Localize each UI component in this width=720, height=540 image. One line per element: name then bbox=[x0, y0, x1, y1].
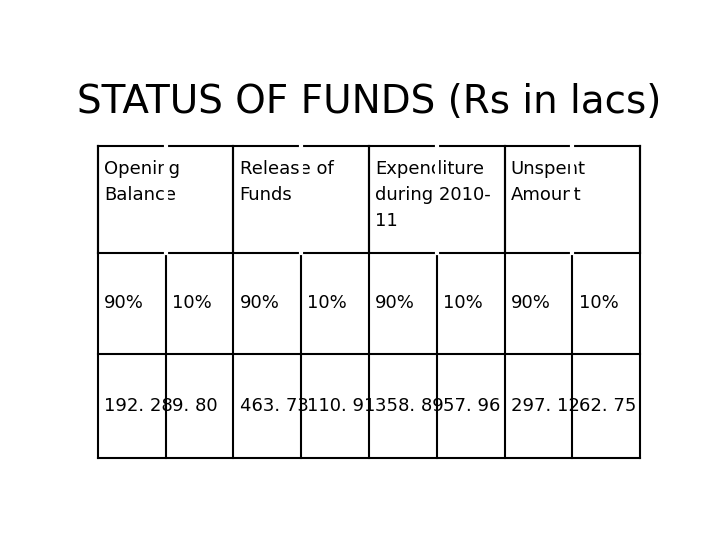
Text: Release of
Funds: Release of Funds bbox=[240, 159, 333, 204]
Text: 463. 73: 463. 73 bbox=[240, 396, 308, 415]
Text: 62. 75: 62. 75 bbox=[579, 396, 636, 415]
Text: 90%: 90% bbox=[510, 294, 551, 313]
Text: 10%: 10% bbox=[307, 294, 347, 313]
Text: STATUS OF FUNDS (Rs in lacs): STATUS OF FUNDS (Rs in lacs) bbox=[77, 83, 661, 121]
Text: 110. 91: 110. 91 bbox=[307, 396, 376, 415]
Text: Expenditure
during 2010-
11: Expenditure during 2010- 11 bbox=[375, 159, 491, 230]
Text: 358. 89: 358. 89 bbox=[375, 396, 444, 415]
Text: 90%: 90% bbox=[375, 294, 415, 313]
Text: 90%: 90% bbox=[104, 294, 144, 313]
Text: 10%: 10% bbox=[172, 294, 212, 313]
Text: 192. 28: 192. 28 bbox=[104, 396, 173, 415]
Text: 9. 80: 9. 80 bbox=[172, 396, 217, 415]
Text: 10%: 10% bbox=[579, 294, 618, 313]
Text: Unspent
Amount: Unspent Amount bbox=[510, 159, 586, 204]
Text: 297. 12: 297. 12 bbox=[510, 396, 580, 415]
Text: 57. 96: 57. 96 bbox=[443, 396, 500, 415]
Text: Opening
Balance: Opening Balance bbox=[104, 159, 180, 204]
Text: 10%: 10% bbox=[443, 294, 483, 313]
Text: 90%: 90% bbox=[240, 294, 279, 313]
